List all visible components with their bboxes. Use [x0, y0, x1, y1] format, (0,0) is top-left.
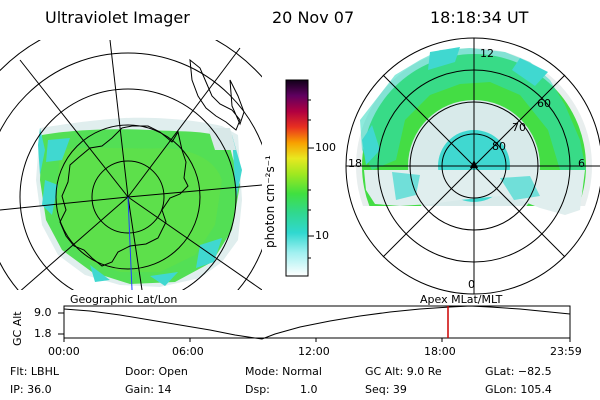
apex-caption: Apex MLat/MLT	[420, 293, 503, 306]
polar-ring-label-60: 60	[537, 97, 551, 110]
intensity-colorbar	[285, 79, 314, 277]
y-tick-9: 9.0	[34, 306, 52, 319]
colorbar-tick-10: 10	[315, 229, 329, 242]
polar-label-18: 18	[348, 157, 362, 170]
coastline-outline	[59, 58, 245, 267]
status-glat: GLat: −82.5	[485, 365, 552, 378]
magnetic-polar-plot	[345, 37, 600, 295]
status-ip: IP: 36.0	[10, 383, 52, 396]
status-glon: GLon: 105.4	[485, 383, 552, 396]
x-tick-1200: 12:00	[298, 345, 330, 358]
date-label: 20 Nov 07	[272, 8, 355, 27]
status-seq: Seq: 39	[365, 383, 407, 396]
pole-marker-icon	[470, 160, 478, 168]
status-door: Door: Open	[125, 365, 188, 378]
status-gc-alt: GC Alt: 9.0 Re	[365, 365, 442, 378]
polar-label-12: 12	[480, 47, 494, 60]
polar-ring-label-80: 80	[492, 140, 506, 153]
x-tick-0000: 00:00	[48, 345, 80, 358]
app-title: Ultraviolet Imager	[45, 8, 190, 27]
geographic-map	[0, 40, 262, 290]
x-tick-2359: 23:59	[550, 345, 582, 358]
status-filter: Flt: LBHL	[10, 365, 59, 378]
polar-label-0: 0	[468, 278, 475, 291]
status-dsp-value: 1.0	[300, 383, 318, 396]
time-label: 18:18:34 UT	[430, 8, 529, 27]
y-tick-1-8: 1.8	[34, 327, 52, 340]
x-tick-0600: 06:00	[172, 345, 204, 358]
colorbar-unit-label: photon cm⁻²s⁻¹	[263, 155, 277, 248]
status-dsp-label: Dsp:	[245, 383, 270, 396]
altitude-panel	[58, 305, 571, 342]
noon-meridian-line	[127, 196, 133, 290]
aurora-image-geographic	[36, 117, 242, 287]
status-gain: Gain: 14	[125, 383, 172, 396]
polar-label-6: 6	[578, 157, 585, 170]
x-tick-1800: 18:00	[424, 345, 456, 358]
status-mode: Mode: Normal	[245, 365, 322, 378]
longitude-grid	[0, 40, 262, 290]
gc-alt-axis-title: GC Alt	[11, 311, 24, 346]
latitude-grid	[0, 40, 262, 290]
colorbar-tick-100: 100	[315, 141, 336, 154]
polar-ring-label-70: 70	[512, 121, 526, 134]
altitude-curve	[63, 305, 571, 340]
geographic-caption: Geographic Lat/Lon	[70, 293, 178, 306]
